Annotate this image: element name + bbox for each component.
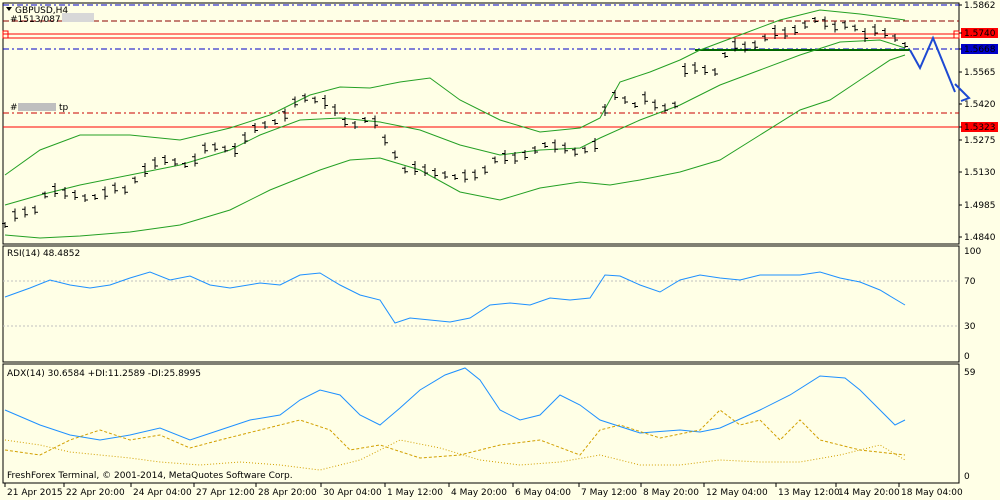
time-tick-label: 13 May 12:00: [778, 488, 840, 498]
price-tick-label: 1.5420: [964, 100, 996, 110]
price-bars: [2, 16, 908, 228]
rsi-tick-label: 100: [964, 247, 981, 257]
rsi-label: RSI(14) 48.4852: [7, 249, 80, 259]
obscured-box: [62, 13, 94, 22]
forecast-arrowhead-icon: [954, 83, 971, 102]
price-tick-label: 1.4840: [964, 233, 996, 243]
price-tick-label: 1.5862: [964, 1, 996, 11]
time-tick-label: 18 May 04:00: [901, 488, 963, 498]
time-tick-label: 24 Apr 04:00: [133, 488, 192, 498]
chart-title: GBPUSD,H4: [15, 6, 68, 16]
rsi-tick-label: 30: [964, 322, 976, 332]
rsi-tick-label: 70: [964, 277, 976, 287]
adx-axis: 59 0: [964, 368, 976, 482]
order-handle-right[interactable]: [953, 30, 960, 39]
time-tick-label: 21 Apr 2015: [7, 488, 63, 498]
time-tick-label: 30 Apr 04:00: [323, 488, 382, 498]
price-panel-frame: [2, 2, 960, 245]
minus-di-line: [4, 439, 906, 471]
price-tick-label: 1.4985: [964, 201, 996, 211]
order-label-tp: #: [10, 103, 18, 113]
forecast-arrow-icon: [909, 35, 956, 93]
price-tag-bg: [961, 44, 998, 54]
rsi-tick-label: 0: [964, 352, 970, 362]
price-tick-label: 1.5275: [964, 136, 996, 146]
adx-label: ADX(14) 30.6584 +DI:11.2589 -DI:25.8995: [7, 369, 201, 379]
price-axis: 1.5862 1.5740 1.5668 1.5565 1.5420 1.5323 1.52…: [959, 1, 998, 243]
bb-middle: [4, 39, 906, 206]
adx-tick-label: 59: [964, 368, 976, 378]
bb-upper: [4, 9, 906, 176]
time-tick-label: 6 May 04:00: [515, 488, 571, 498]
adx-line: [4, 367, 906, 441]
menu-triangle-icon[interactable]: [6, 7, 12, 11]
order-label-sl: #1513/087 sl: [10, 15, 71, 25]
bollinger-bands: [4, 9, 906, 239]
adx-tick-label: 0: [964, 472, 970, 482]
rsi-panel-frame: [2, 245, 960, 363]
time-tick-label: 14 May 20:00: [838, 488, 900, 498]
time-tick-label: 12 May 04:00: [706, 488, 768, 498]
obscured-box-tp: [18, 103, 56, 111]
adx-panel-frame: [2, 363, 960, 484]
bb-lower: [4, 54, 906, 239]
plus-di-line: [4, 409, 906, 459]
time-tick-label: 22 Apr 20:00: [66, 488, 125, 498]
price-tick-label: 1.5565: [964, 68, 996, 78]
time-tick-label: 8 May 20:00: [643, 488, 699, 498]
rsi-axis: 100 70 30 0: [964, 247, 981, 362]
time-tick-label: 1 May 12:00: [387, 488, 443, 498]
price-tag-bg: [961, 122, 998, 132]
price-tick-label: 1.5130: [964, 168, 996, 178]
price-tag-bg: [961, 28, 998, 38]
time-tick-label: 27 Apr 12:00: [196, 488, 255, 498]
time-tick-label: 7 May 12:00: [581, 488, 637, 498]
price-tick-label: 1.5668: [964, 45, 996, 55]
copyright-text: FreshForex Terminal, © 2001-2014, MetaQu…: [7, 471, 293, 481]
rsi-line: [4, 271, 906, 324]
time-tick-label: 4 May 20:00: [451, 488, 507, 498]
price-tick-label: 1.5323: [964, 123, 996, 133]
time-axis: 21 Apr 2015 22 Apr 20:00 24 Apr 04:00 27 Ap…: [4, 483, 963, 498]
order-label-tp-suffix: tp: [59, 103, 69, 113]
price-tick-label: 1.5740: [964, 29, 996, 39]
order-handle-left[interactable]: [2, 30, 9, 39]
time-tick-label: 28 Apr 20:00: [258, 488, 317, 498]
